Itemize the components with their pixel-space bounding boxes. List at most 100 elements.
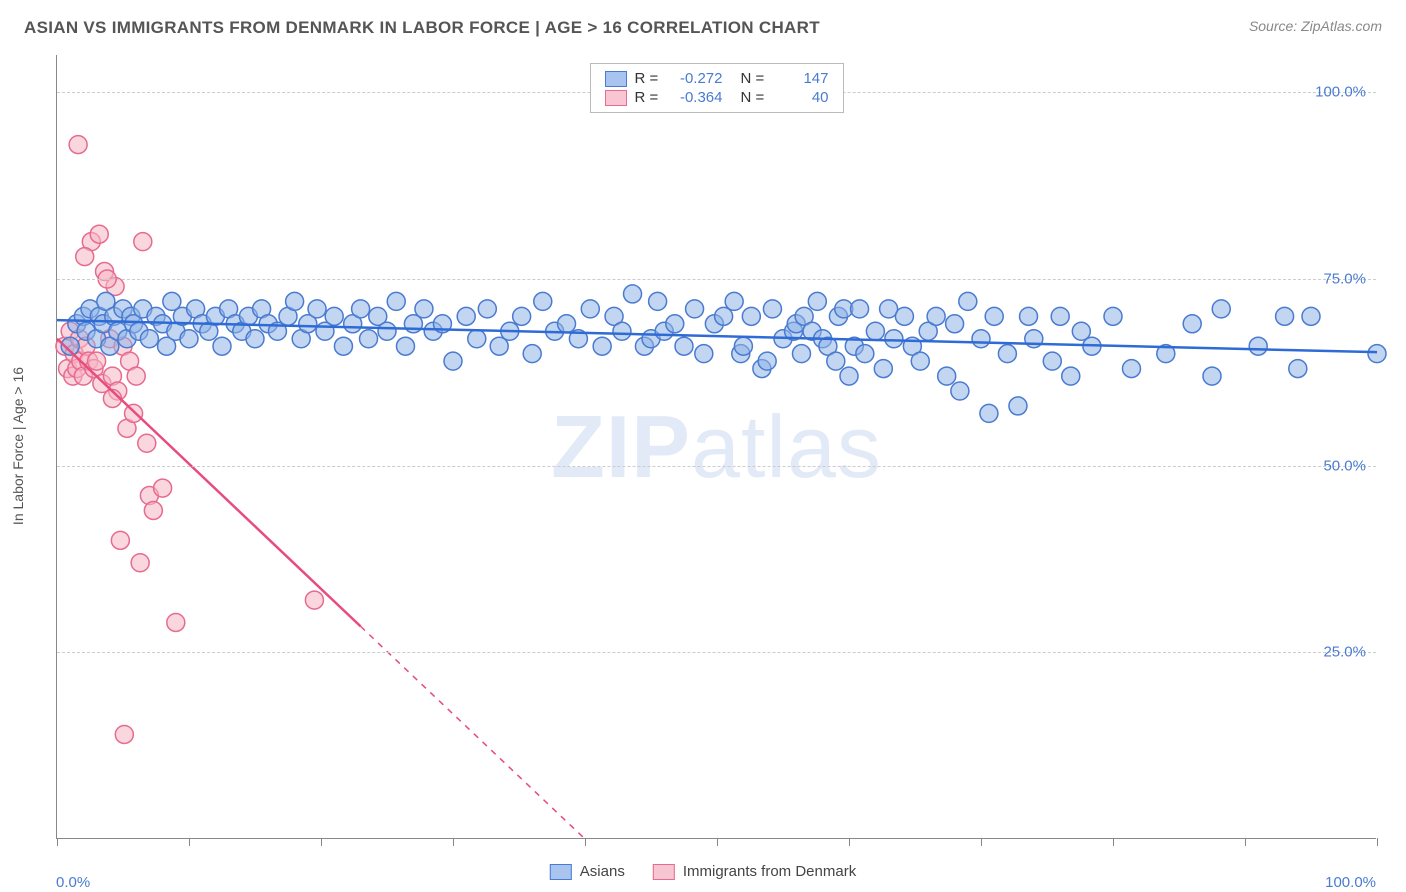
marker-asians bbox=[1368, 345, 1386, 363]
marker-asians bbox=[308, 300, 326, 318]
swatch-icon bbox=[653, 864, 675, 880]
ytick-label: 100.0% bbox=[1315, 84, 1366, 101]
swatch-icon bbox=[605, 71, 627, 87]
marker-asians bbox=[938, 367, 956, 385]
xtick bbox=[453, 838, 454, 846]
marker-immigrants-from-denmark bbox=[90, 225, 108, 243]
legend-item-denmark: Immigrants from Denmark bbox=[653, 863, 856, 880]
marker-asians bbox=[895, 307, 913, 325]
r-value: -0.272 bbox=[671, 70, 723, 87]
marker-asians bbox=[675, 337, 693, 355]
marker-immigrants-from-denmark bbox=[134, 233, 152, 251]
marker-asians bbox=[523, 345, 541, 363]
r-label: R = bbox=[635, 70, 663, 87]
xtick bbox=[717, 838, 718, 846]
marker-asians bbox=[911, 352, 929, 370]
marker-asians bbox=[1043, 352, 1061, 370]
marker-asians bbox=[649, 292, 667, 310]
marker-asians bbox=[286, 292, 304, 310]
marker-immigrants-from-denmark bbox=[115, 725, 133, 743]
scatter-svg bbox=[57, 55, 1377, 839]
marker-asians bbox=[534, 292, 552, 310]
marker-asians bbox=[387, 292, 405, 310]
marker-asians bbox=[213, 337, 231, 355]
marker-immigrants-from-denmark bbox=[76, 248, 94, 266]
marker-asians bbox=[415, 300, 433, 318]
marker-asians bbox=[827, 352, 845, 370]
n-label: N = bbox=[741, 89, 769, 106]
n-value: 147 bbox=[777, 70, 829, 87]
marker-asians bbox=[758, 352, 776, 370]
marker-asians bbox=[378, 322, 396, 340]
marker-asians bbox=[325, 307, 343, 325]
marker-asians bbox=[866, 322, 884, 340]
trendline bbox=[57, 339, 361, 627]
marker-asians bbox=[734, 337, 752, 355]
swatch-icon bbox=[550, 864, 572, 880]
xtick bbox=[981, 838, 982, 846]
legend-item-asians: Asians bbox=[550, 863, 625, 880]
marker-asians bbox=[856, 345, 874, 363]
marker-asians bbox=[1249, 337, 1267, 355]
marker-immigrants-from-denmark bbox=[88, 352, 106, 370]
r-label: R = bbox=[635, 89, 663, 106]
marker-asians bbox=[1051, 307, 1069, 325]
marker-asians bbox=[360, 330, 378, 348]
marker-asians bbox=[1062, 367, 1080, 385]
legend-top-row: R =-0.272N =147 bbox=[605, 70, 829, 87]
marker-asians bbox=[1122, 360, 1140, 378]
marker-asians bbox=[1009, 397, 1027, 415]
marker-immigrants-from-denmark bbox=[131, 554, 149, 572]
xtick bbox=[321, 838, 322, 846]
marker-asians bbox=[1183, 315, 1201, 333]
marker-asians bbox=[613, 322, 631, 340]
legend-label: Asians bbox=[580, 863, 625, 880]
source-label: Source: ZipAtlas.com bbox=[1249, 18, 1382, 34]
marker-asians bbox=[1104, 307, 1122, 325]
xtick bbox=[189, 838, 190, 846]
marker-immigrants-from-denmark bbox=[111, 531, 129, 549]
marker-immigrants-from-denmark bbox=[127, 367, 145, 385]
marker-asians bbox=[1203, 367, 1221, 385]
gridline bbox=[57, 466, 1376, 467]
marker-asians bbox=[478, 300, 496, 318]
marker-asians bbox=[558, 315, 576, 333]
gridline bbox=[57, 652, 1376, 653]
marker-asians bbox=[808, 292, 826, 310]
marker-asians bbox=[946, 315, 964, 333]
ytick-label: 25.0% bbox=[1323, 644, 1366, 661]
marker-asians bbox=[593, 337, 611, 355]
marker-immigrants-from-denmark bbox=[144, 501, 162, 519]
r-value: -0.364 bbox=[671, 89, 723, 106]
marker-asians bbox=[951, 382, 969, 400]
xtick bbox=[57, 838, 58, 846]
y-axis-title: In Labor Force | Age > 16 bbox=[10, 367, 26, 525]
marker-asians bbox=[666, 315, 684, 333]
legend-bottom: Asians Immigrants from Denmark bbox=[550, 863, 856, 880]
marker-asians bbox=[959, 292, 977, 310]
trendline-dashed bbox=[361, 626, 585, 839]
marker-asians bbox=[1276, 307, 1294, 325]
marker-asians bbox=[742, 307, 760, 325]
marker-asians bbox=[1289, 360, 1307, 378]
marker-asians bbox=[985, 307, 1003, 325]
marker-asians bbox=[468, 330, 486, 348]
marker-immigrants-from-denmark bbox=[305, 591, 323, 609]
marker-asians bbox=[695, 345, 713, 363]
xtick bbox=[849, 838, 850, 846]
marker-asians bbox=[1302, 307, 1320, 325]
marker-asians bbox=[851, 300, 869, 318]
marker-asians bbox=[624, 285, 642, 303]
marker-immigrants-from-denmark bbox=[154, 479, 172, 497]
marker-asians bbox=[972, 330, 990, 348]
xtick bbox=[1113, 838, 1114, 846]
marker-asians bbox=[444, 352, 462, 370]
marker-asians bbox=[840, 367, 858, 385]
gridline bbox=[57, 279, 1376, 280]
marker-asians bbox=[763, 300, 781, 318]
legend-top-row: R =-0.364N =40 bbox=[605, 89, 829, 106]
marker-asians bbox=[686, 300, 704, 318]
marker-asians bbox=[927, 307, 945, 325]
legend-label: Immigrants from Denmark bbox=[683, 863, 856, 880]
marker-asians bbox=[334, 337, 352, 355]
